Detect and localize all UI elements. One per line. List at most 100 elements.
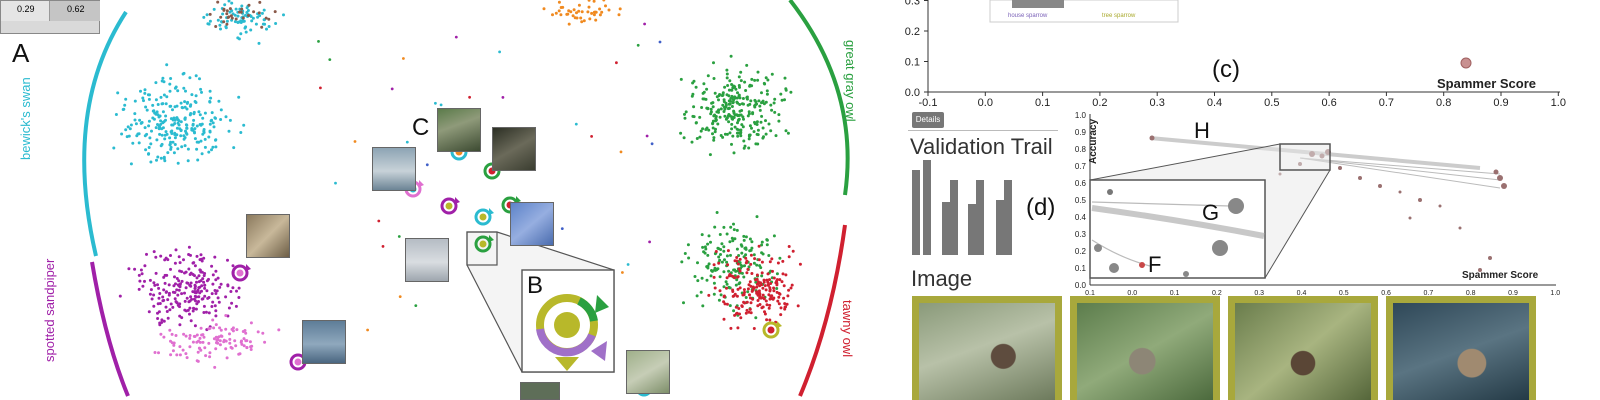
data-point <box>725 276 729 280</box>
image-frame-4[interactable] <box>1386 296 1536 400</box>
data-point <box>723 132 727 136</box>
data-point <box>725 68 729 72</box>
panel-d-y-tick-label: 0.3 <box>1075 230 1087 239</box>
data-point <box>740 123 744 127</box>
data-point <box>750 289 754 293</box>
panel-c-x-tick-label: 0.7 <box>1379 97 1394 109</box>
data-point <box>184 89 187 93</box>
data-point <box>727 113 731 116</box>
thumbnail-bird-blue[interactable] <box>510 202 554 246</box>
data-point <box>147 310 151 314</box>
data-point <box>705 87 709 91</box>
data-point <box>618 7 622 11</box>
data-point <box>722 98 726 102</box>
data-point <box>231 326 235 330</box>
data-point <box>220 334 224 338</box>
label-great-gray-owl: great gray owl <box>843 40 858 122</box>
data-point <box>149 142 153 146</box>
data-point <box>747 137 751 141</box>
stray-point <box>328 58 332 61</box>
data-point <box>198 258 202 262</box>
data-point <box>152 250 156 254</box>
data-point <box>767 254 771 257</box>
data-point <box>700 233 704 237</box>
data-point <box>748 237 752 241</box>
data-point <box>732 294 736 298</box>
data-point <box>137 273 141 277</box>
data-point <box>194 74 198 78</box>
data-point <box>193 264 197 268</box>
image-frame-2[interactable] <box>1070 296 1220 400</box>
data-point <box>208 122 212 126</box>
data-point <box>264 16 268 20</box>
data-point <box>154 98 158 102</box>
data-point <box>760 260 764 264</box>
details-tab[interactable]: Details <box>912 112 944 128</box>
data-point <box>778 256 782 260</box>
image-frame-3[interactable] <box>1228 296 1378 400</box>
point-clusters <box>112 0 802 369</box>
data-point <box>171 349 175 353</box>
data-point <box>273 10 277 14</box>
panel-d-point <box>1501 183 1507 189</box>
data-point <box>199 123 203 127</box>
panel-d-label: (d) <box>1026 194 1056 221</box>
data-point <box>254 22 258 26</box>
label-bewicks-swan: bewick's swan <box>18 77 33 160</box>
data-point <box>203 294 207 298</box>
thumbnail-sandpiper-water[interactable] <box>302 320 346 364</box>
data-point <box>751 111 755 115</box>
details-divider <box>908 130 1058 131</box>
thumbnail-bird-sky[interactable] <box>405 238 449 282</box>
data-point <box>747 146 751 150</box>
data-point <box>600 10 604 14</box>
thumbnail-owl-2[interactable] <box>492 127 536 171</box>
panel-d-x-tick-label: 1.0 <box>1550 290 1560 297</box>
data-point <box>182 332 186 336</box>
data-point <box>190 93 194 97</box>
data-point <box>202 311 206 314</box>
panel-d-x-tick-label: 0.5 <box>1339 290 1349 297</box>
data-point <box>730 142 733 146</box>
stray-point <box>439 103 443 107</box>
data-point <box>762 296 766 300</box>
data-point <box>765 278 769 282</box>
data-point <box>181 348 185 352</box>
cluster-top-cyan <box>202 0 285 45</box>
panel-d-point <box>1497 175 1503 181</box>
data-point <box>738 312 741 316</box>
data-point <box>201 132 205 136</box>
data-point <box>198 113 202 117</box>
stray-point <box>636 43 640 47</box>
data-point <box>737 114 741 117</box>
thumbnail-bird-bottom[interactable] <box>626 350 670 394</box>
data-point <box>198 336 202 340</box>
data-point <box>179 120 183 124</box>
data-point <box>152 281 156 285</box>
thumbnail-sandpiper-rocks[interactable] <box>246 214 290 258</box>
data-point <box>696 261 699 265</box>
data-point <box>779 313 783 317</box>
data-point <box>745 97 749 101</box>
data-point <box>712 136 716 140</box>
data-point <box>607 8 611 12</box>
panel-d-point <box>1408 216 1412 220</box>
data-point <box>214 314 218 318</box>
thumbnail-owl-1[interactable] <box>437 108 481 152</box>
data-point <box>772 276 776 280</box>
data-point <box>736 326 740 330</box>
thumbnail-bird-bottom-2[interactable] <box>520 382 560 400</box>
data-point <box>742 275 746 279</box>
data-point <box>186 159 190 163</box>
image-frame-1[interactable] <box>912 296 1062 400</box>
data-point <box>224 115 228 119</box>
data-point <box>679 77 683 81</box>
data-point <box>748 307 752 311</box>
data-point <box>195 276 199 280</box>
thumbnail-swan[interactable] <box>372 147 416 191</box>
data-point <box>199 253 203 257</box>
data-point <box>200 289 203 293</box>
data-point <box>184 334 188 338</box>
data-point <box>742 139 746 143</box>
data-point <box>566 12 570 16</box>
